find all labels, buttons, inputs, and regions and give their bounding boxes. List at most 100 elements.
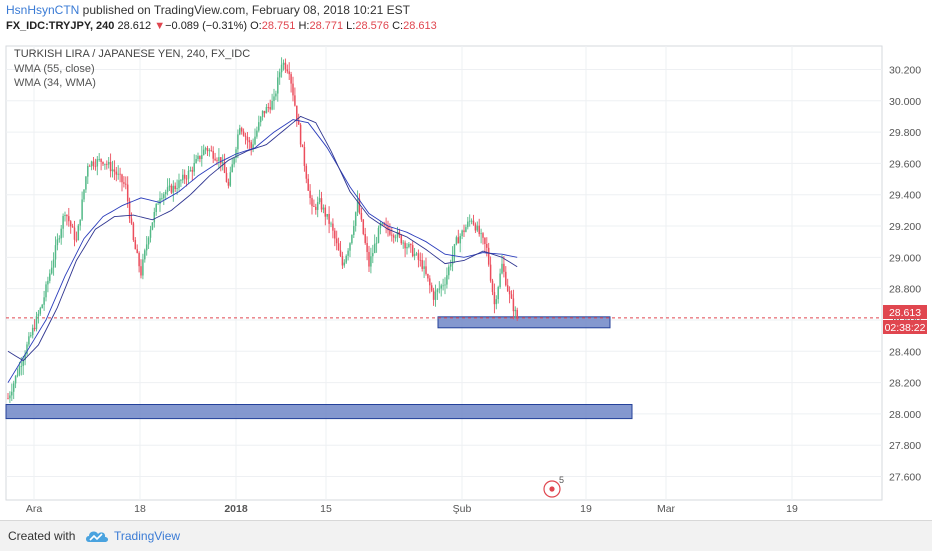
candle-body xyxy=(415,253,418,255)
candle-body xyxy=(223,162,226,173)
candle-body xyxy=(271,100,273,110)
candle-body xyxy=(12,383,15,392)
candle-body xyxy=(459,236,461,244)
candle-body xyxy=(389,230,391,235)
candle-body xyxy=(392,235,395,238)
candle-body xyxy=(206,148,209,152)
candle-body xyxy=(159,198,161,204)
candle-body xyxy=(316,202,319,210)
candle-body xyxy=(349,243,351,251)
candle-body xyxy=(335,238,338,244)
close-value: 28.613 xyxy=(403,20,437,32)
candle-body xyxy=(134,240,137,250)
candle-body xyxy=(79,219,81,226)
candle-body xyxy=(136,249,138,254)
candle-body xyxy=(451,255,454,265)
tradingview-link[interactable]: TradingView xyxy=(114,529,181,543)
candle-body xyxy=(410,244,412,246)
candle-body xyxy=(199,155,201,159)
candle-body xyxy=(117,173,119,175)
candle-body xyxy=(408,244,410,247)
candle-body xyxy=(303,146,306,166)
candle-body xyxy=(396,232,399,238)
symbol-label: FX_IDC:TRYJPY, 240 xyxy=(6,20,115,32)
candle-body xyxy=(132,223,135,241)
x-tick-label: 15 xyxy=(320,503,332,515)
ohlc-line: FX_IDC:TRYJPY, 240 28.612 ▼−0.089 (−0.31… xyxy=(6,20,437,32)
event-marker[interactable]: 5 xyxy=(543,475,564,498)
candle-body xyxy=(174,185,176,189)
support-zone-rect[interactable] xyxy=(5,404,633,420)
legend-wma55: WMA (55, close) xyxy=(14,63,95,75)
x-tick-label: 19 xyxy=(580,503,592,515)
candle-body xyxy=(180,180,182,182)
candle-body xyxy=(277,77,279,94)
candle-body xyxy=(470,220,473,222)
candle-body xyxy=(185,178,188,180)
support-zone-rect[interactable] xyxy=(437,316,611,329)
candle-body xyxy=(182,174,184,181)
candle-body xyxy=(54,245,57,260)
candle-body xyxy=(354,212,357,226)
candle-body xyxy=(436,289,439,292)
candle-body xyxy=(313,206,315,207)
candle-body xyxy=(64,215,66,216)
candle-body xyxy=(189,170,192,172)
candle-body xyxy=(85,176,87,190)
candle-body xyxy=(465,227,467,232)
candle-body xyxy=(39,308,42,314)
candle-body xyxy=(151,222,154,230)
candle-body xyxy=(109,161,112,172)
candle-body xyxy=(501,263,503,274)
event-dot-icon xyxy=(549,486,555,492)
candle-body xyxy=(391,234,393,236)
tradingview-cloud-icon xyxy=(86,531,108,542)
candle-body xyxy=(60,228,62,239)
candle-body xyxy=(332,223,334,231)
candle-body xyxy=(24,354,26,361)
candle-body xyxy=(248,140,251,143)
candle-body xyxy=(210,150,213,152)
x-tick-label: 2018 xyxy=(224,503,248,515)
candle-body xyxy=(375,242,378,244)
candle-body xyxy=(168,185,171,188)
candle-body xyxy=(229,172,232,186)
candle-body xyxy=(220,157,222,164)
candle-body xyxy=(176,188,178,189)
candle-body xyxy=(45,284,47,298)
candle-body xyxy=(26,344,28,355)
candle-body xyxy=(52,259,55,268)
price-chart[interactable]: 30.200 30.000 29.800 29.600 29.400 29.200 29.0… xyxy=(0,38,932,520)
candle-body xyxy=(275,93,277,97)
candle-body xyxy=(96,159,99,167)
candle-body xyxy=(478,225,480,235)
last-price-badge xyxy=(883,305,927,319)
axes: 30.200 30.000 29.800 29.600 29.400 29.200 29.0… xyxy=(26,64,921,515)
candle-body xyxy=(77,225,80,241)
x-tick-label: Ara xyxy=(26,503,43,515)
candle-body xyxy=(387,225,389,231)
candle-body xyxy=(294,95,296,106)
candle-body xyxy=(425,266,427,274)
author-link[interactable]: HsnHsynCTN xyxy=(6,3,80,17)
candle-body xyxy=(9,395,11,399)
candle-body xyxy=(423,266,425,269)
candle-body xyxy=(309,190,311,199)
y-tick-label: 28.200 xyxy=(889,378,921,390)
candle-body xyxy=(252,144,254,149)
candle-body xyxy=(37,313,40,317)
support-zones[interactable] xyxy=(5,316,882,420)
candle-body xyxy=(242,131,245,136)
footer-bar: Created with TradingView xyxy=(0,520,932,551)
wma55-line xyxy=(7,119,518,383)
candle-body xyxy=(351,234,353,244)
candle-body xyxy=(499,273,501,288)
candle-body xyxy=(506,285,509,291)
candle-body xyxy=(106,163,108,165)
y-tick-label: 27.800 xyxy=(889,440,921,452)
candle-body xyxy=(128,201,131,219)
candle-body xyxy=(214,158,216,161)
candle-body xyxy=(288,71,290,75)
candle-body xyxy=(472,220,475,225)
candle-body xyxy=(256,130,258,137)
